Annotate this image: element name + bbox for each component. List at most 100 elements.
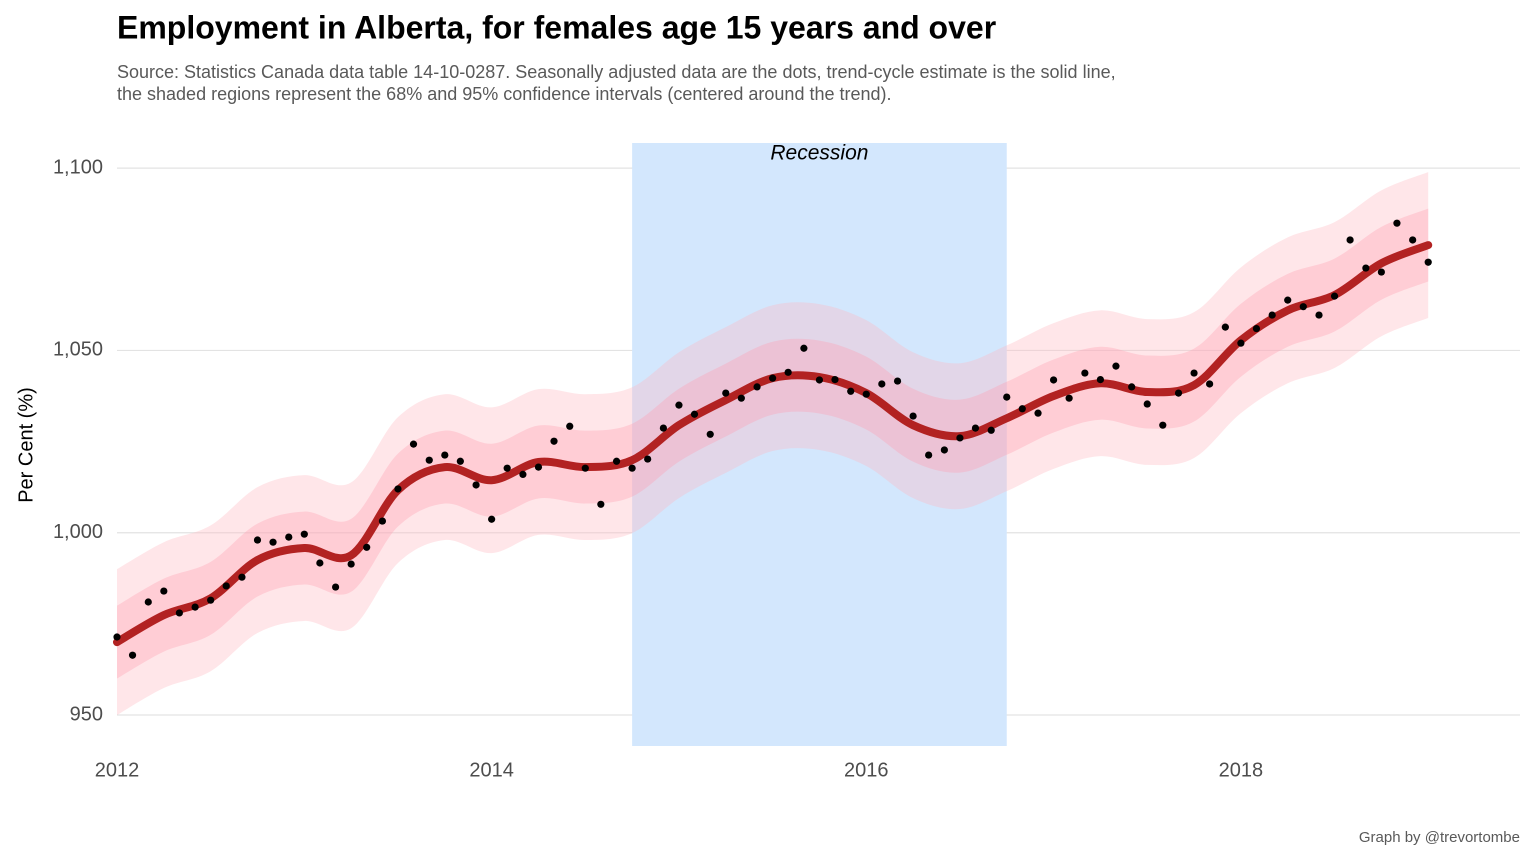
data-point <box>550 437 558 445</box>
data-point <box>1018 405 1026 413</box>
data-point <box>597 500 605 508</box>
data-point <box>815 376 824 384</box>
data-point <box>1377 268 1385 276</box>
data-point <box>347 560 355 568</box>
data-point <box>113 633 121 641</box>
data-point <box>987 426 995 434</box>
data-point <box>925 451 933 459</box>
data-point <box>612 457 621 465</box>
data-point <box>269 538 277 546</box>
data-point <box>1268 311 1276 319</box>
data-point <box>1190 369 1198 377</box>
data-point <box>378 517 387 525</box>
data-point <box>1299 303 1307 311</box>
data-point <box>971 424 980 432</box>
data-point <box>659 424 668 432</box>
data-point <box>1143 400 1151 408</box>
data-point <box>893 377 902 385</box>
data-point <box>488 515 496 523</box>
data-point <box>1174 389 1183 397</box>
chart-subtitle: Source: Statistics Canada data table 14-… <box>117 62 1116 82</box>
data-point <box>1424 258 1432 266</box>
data-point <box>1409 236 1417 244</box>
data-point <box>1362 264 1370 272</box>
data-point <box>472 481 480 489</box>
data-point <box>690 410 699 418</box>
data-point <box>1065 394 1073 402</box>
data-point <box>175 609 183 617</box>
data-point <box>519 470 527 478</box>
data-point <box>128 651 137 659</box>
data-point <box>847 387 855 395</box>
data-point <box>1315 311 1323 319</box>
chart-subtitle: the shaded regions represent the 68% and… <box>117 84 892 104</box>
data-point <box>300 530 308 538</box>
data-point <box>503 464 511 472</box>
data-point <box>628 464 636 472</box>
data-point <box>737 394 745 402</box>
y-tick-label: 950 <box>70 703 103 725</box>
data-point <box>409 440 418 448</box>
y-axis-label: Per Cent (%) <box>15 387 37 503</box>
data-point <box>722 389 730 397</box>
data-point <box>441 451 449 459</box>
data-point <box>644 455 652 463</box>
x-tick-label: 2016 <box>844 759 889 781</box>
data-point <box>331 583 340 591</box>
data-point <box>363 543 371 551</box>
data-point <box>769 374 777 382</box>
data-point <box>534 463 543 471</box>
data-point <box>1128 383 1136 391</box>
data-point <box>425 456 433 464</box>
data-point <box>285 533 293 541</box>
data-point <box>566 422 574 430</box>
data-point <box>1252 324 1261 333</box>
data-point <box>1081 369 1089 377</box>
data-point <box>191 603 199 611</box>
data-point <box>1237 339 1245 347</box>
data-point <box>1096 376 1105 384</box>
data-point <box>784 368 792 376</box>
data-point <box>1330 292 1339 300</box>
y-tick-label: 1,100 <box>53 156 103 178</box>
data-point <box>222 582 230 590</box>
x-tick-label: 2018 <box>1219 759 1264 781</box>
data-point <box>862 390 870 398</box>
x-tick-label: 2012 <box>95 759 140 781</box>
data-point <box>1221 323 1229 331</box>
data-point <box>1159 421 1167 429</box>
data-point <box>1206 380 1214 388</box>
data-point <box>706 430 714 438</box>
data-point <box>878 380 886 388</box>
x-tick-label: 2014 <box>469 759 514 781</box>
data-point <box>940 446 948 454</box>
data-point <box>1284 296 1292 304</box>
chart-title: Employment in Alberta, for females age 1… <box>117 9 996 45</box>
data-point <box>1049 376 1058 384</box>
data-point <box>581 464 589 472</box>
caption: Graph by @trevortombe <box>1359 829 1520 846</box>
data-point <box>1346 236 1354 244</box>
data-point <box>160 587 168 595</box>
data-point <box>456 457 464 465</box>
data-point <box>753 383 761 391</box>
data-point <box>1112 362 1120 370</box>
data-point <box>253 536 262 544</box>
recession-label: Recession <box>770 142 868 165</box>
data-point <box>1034 409 1042 417</box>
y-tick-label: 1,000 <box>53 521 103 543</box>
data-point <box>675 401 683 409</box>
data-point <box>238 573 246 581</box>
data-point <box>1393 219 1401 227</box>
data-point <box>1003 393 1011 401</box>
y-tick-label: 1,050 <box>53 339 103 361</box>
data-point <box>800 344 808 352</box>
confidence-band <box>117 172 1429 716</box>
data-point <box>956 434 964 442</box>
recession-shade <box>632 143 1007 746</box>
data-point <box>909 412 917 420</box>
data-point <box>394 485 402 493</box>
data-point <box>831 376 839 384</box>
data-point <box>144 598 152 606</box>
